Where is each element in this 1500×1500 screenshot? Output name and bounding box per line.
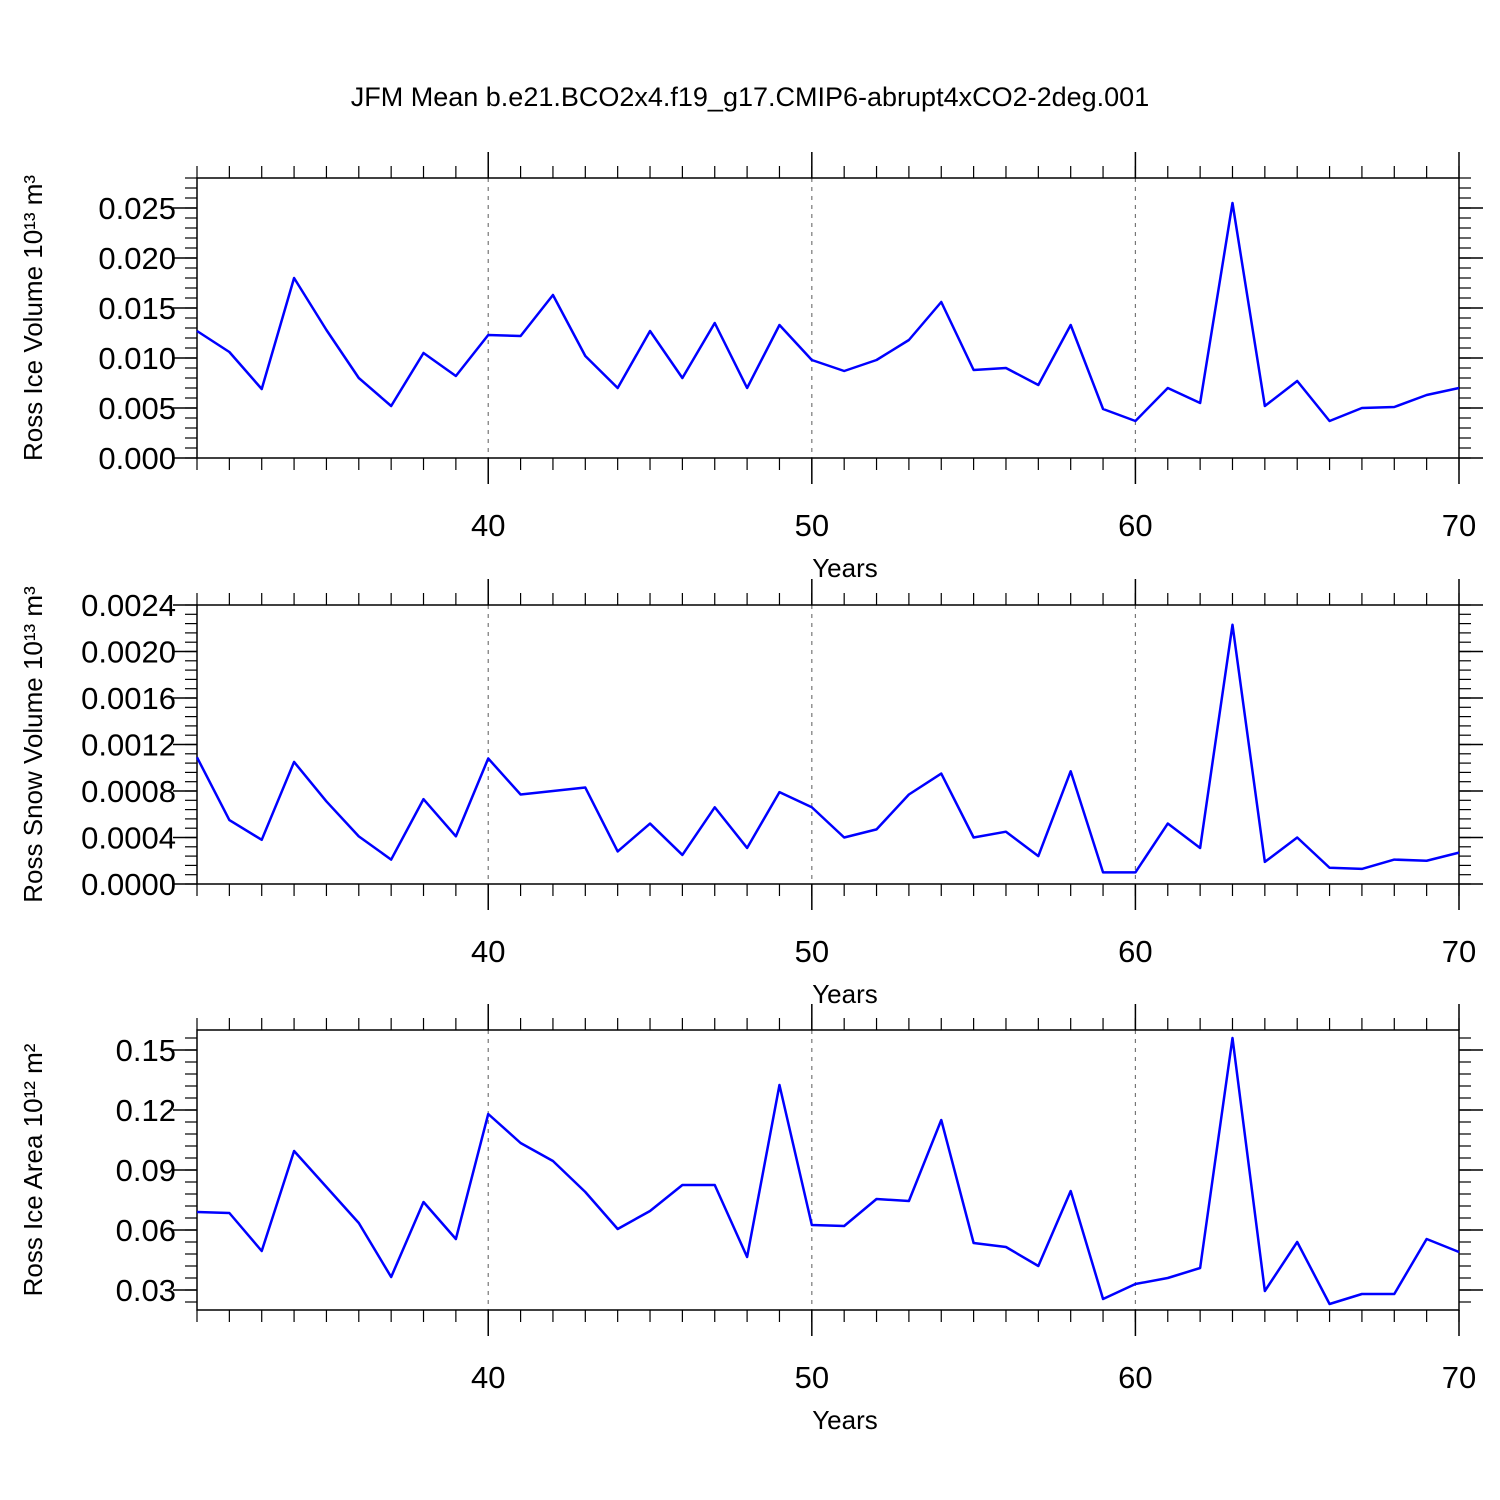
x-tick-label: 40 <box>471 508 505 543</box>
y-tick-label: 0.0020 <box>81 635 176 670</box>
y-tick-label: 0.020 <box>98 241 176 276</box>
y-tick-label: 0.0000 <box>81 867 176 902</box>
x-tick-label: 60 <box>1118 508 1152 543</box>
y-tick-label: 0.015 <box>98 291 176 326</box>
data-line <box>196 201 1460 423</box>
x-tick-label: 60 <box>1118 1360 1152 1395</box>
x-tick-label: 50 <box>795 1360 829 1395</box>
y-tick-label: 0.0008 <box>81 774 176 809</box>
plot-frame <box>196 604 1460 885</box>
chart-title: JFM Mean b.e21.BCO2x4.f19_g17.CMIP6-abru… <box>351 82 1149 112</box>
y-tick-label: 0.12 <box>116 1093 176 1128</box>
y-axis-label: Ross Snow Volume 10¹³ m³ <box>18 586 48 903</box>
y-tick-label: 0.15 <box>116 1033 176 1068</box>
x-axis-label: Years <box>812 979 878 1009</box>
x-axis-label: Years <box>812 553 878 583</box>
x-tick-label: 70 <box>1442 1360 1476 1395</box>
x-tick-label: 50 <box>795 508 829 543</box>
x-tick-label: 70 <box>1442 934 1476 969</box>
plot-frame <box>196 177 1460 459</box>
x-tick-label: 70 <box>1442 508 1476 543</box>
y-tick-label: 0.000 <box>98 441 176 476</box>
y-tick-label: 0.005 <box>98 391 176 426</box>
y-tick-label: 0.0024 <box>81 588 176 623</box>
y-tick-label: 0.010 <box>98 341 176 376</box>
plot-frame <box>196 1029 1460 1311</box>
y-tick-label: 0.03 <box>116 1273 176 1308</box>
y-tick-label: 0.09 <box>116 1153 176 1188</box>
y-axis-label: Ross Ice Volume 10¹³ m³ <box>18 175 48 461</box>
y-tick-label: 0.025 <box>98 191 176 226</box>
x-axis-label: Years <box>812 1405 878 1435</box>
x-tick-label: 40 <box>471 934 505 969</box>
x-tick-label: 40 <box>471 1360 505 1395</box>
y-tick-label: 0.0004 <box>81 821 176 856</box>
x-tick-label: 50 <box>795 934 829 969</box>
data-line <box>196 1036 1460 1306</box>
y-tick-label: 0.06 <box>116 1213 176 1248</box>
x-tick-label: 60 <box>1118 934 1152 969</box>
y-tick-label: 0.0016 <box>81 681 176 716</box>
data-line <box>195 623 1460 874</box>
y-tick-label: 0.0012 <box>81 728 176 763</box>
y-axis-label: Ross Ice Area 10¹² m² <box>18 1043 48 1296</box>
